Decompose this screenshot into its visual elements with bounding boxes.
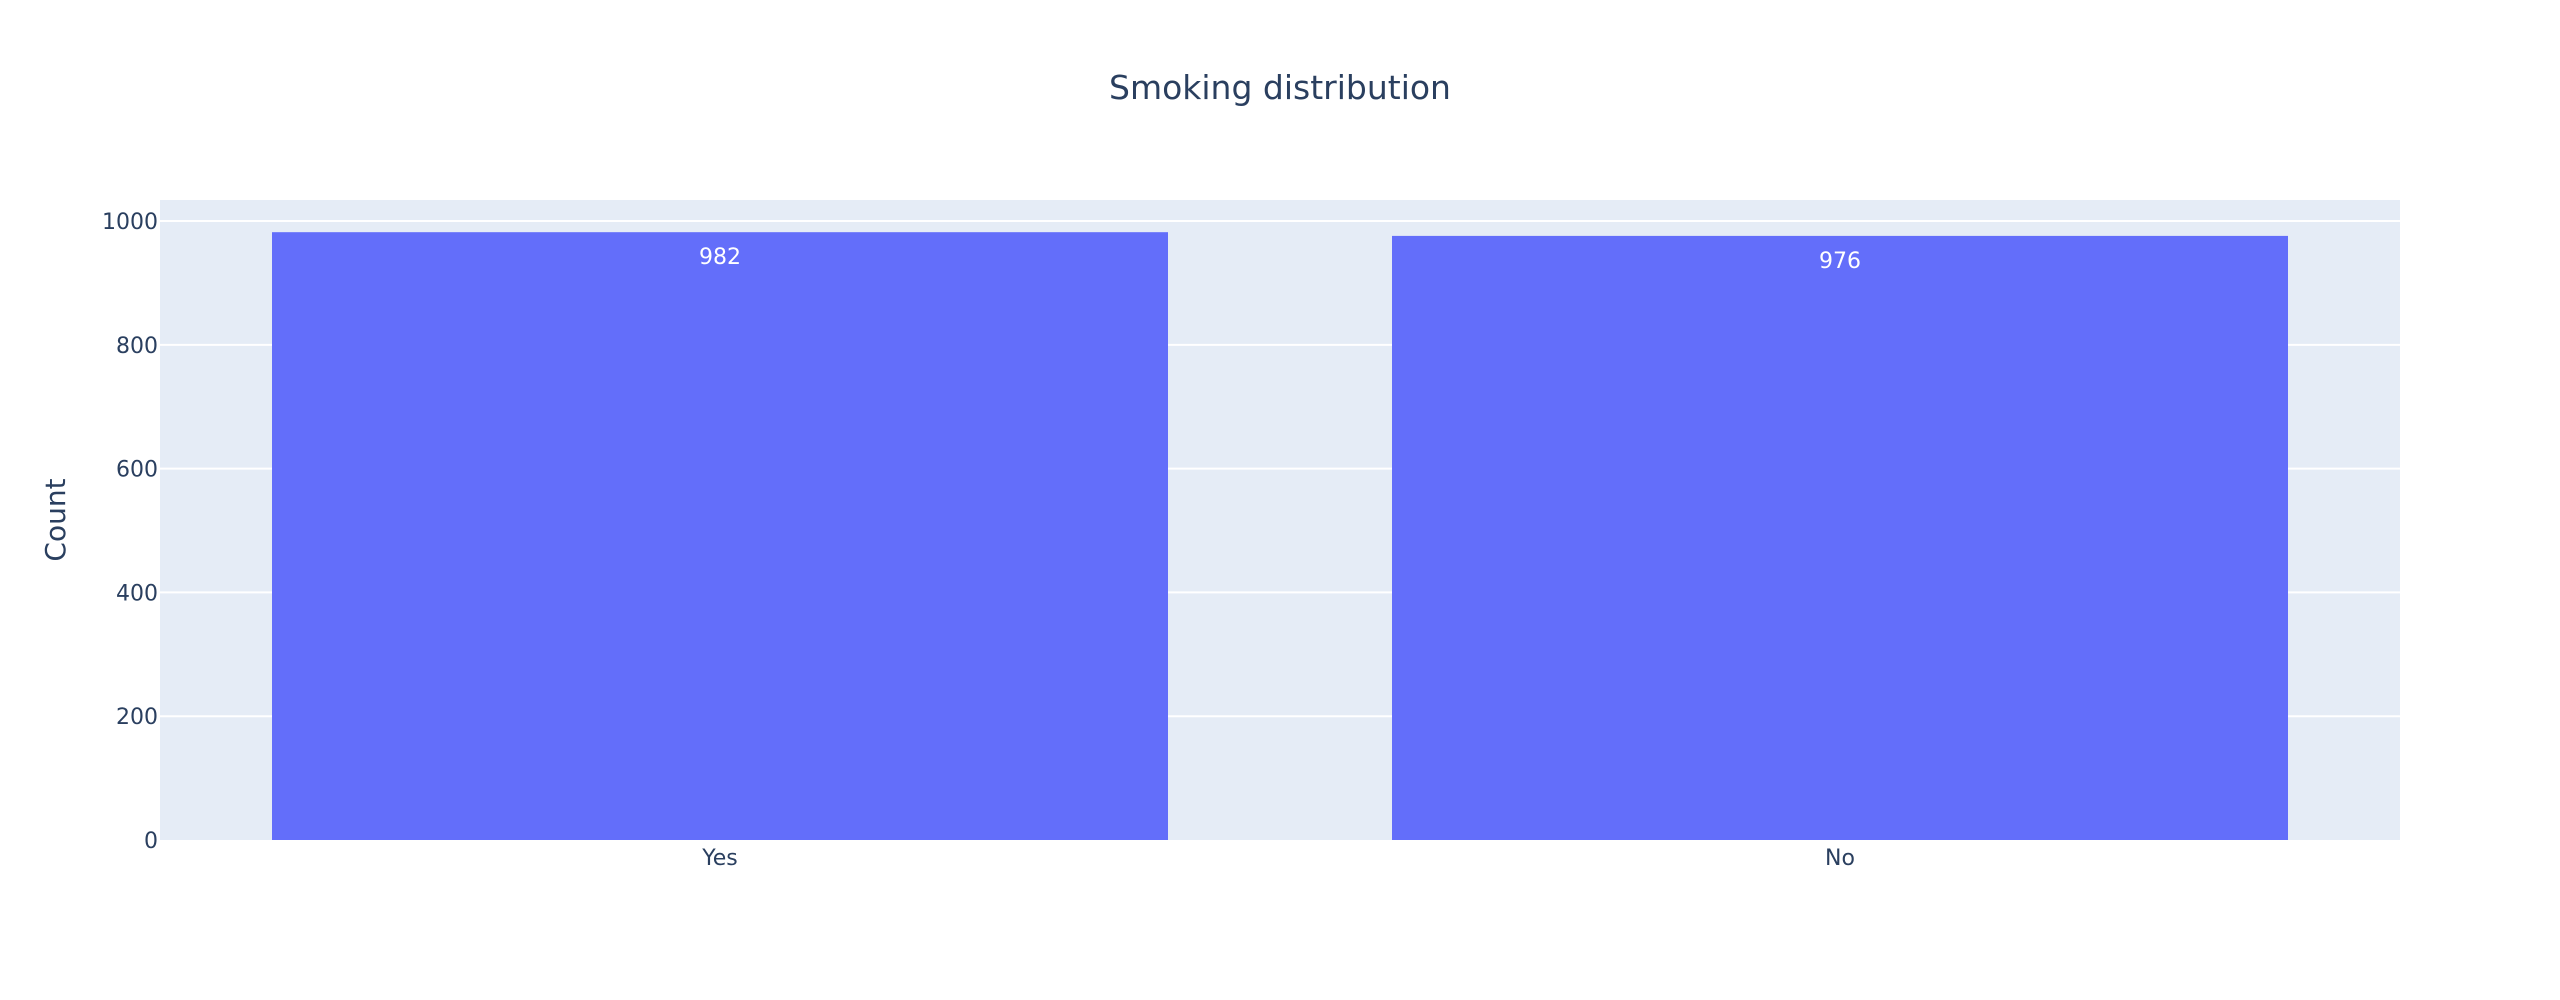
x-axis-ticks: Yes No (701, 846, 1855, 871)
y-tick-label: 200 (116, 705, 158, 730)
y-tick-label: 600 (116, 458, 158, 483)
bar-value-label: 982 (699, 245, 741, 270)
y-axis-title: Count (39, 478, 72, 561)
y-axis-ticks: 0 200 400 600 800 1000 (102, 210, 158, 854)
x-tick-label: Yes (701, 846, 738, 871)
chart-title: Smoking distribution (1109, 68, 1451, 107)
x-tick-label: No (1825, 846, 1855, 871)
y-tick-label: 400 (116, 581, 158, 606)
bar-value-label: 976 (1819, 249, 1861, 274)
y-tick-label: 800 (116, 334, 158, 359)
bar-no (1392, 235, 2288, 840)
y-tick-label: 0 (144, 829, 158, 854)
bar-value-labels: 982 976 (699, 245, 1861, 274)
bar-yes (272, 232, 1168, 841)
y-tick-label: 1000 (102, 210, 158, 235)
bars (272, 232, 2288, 841)
